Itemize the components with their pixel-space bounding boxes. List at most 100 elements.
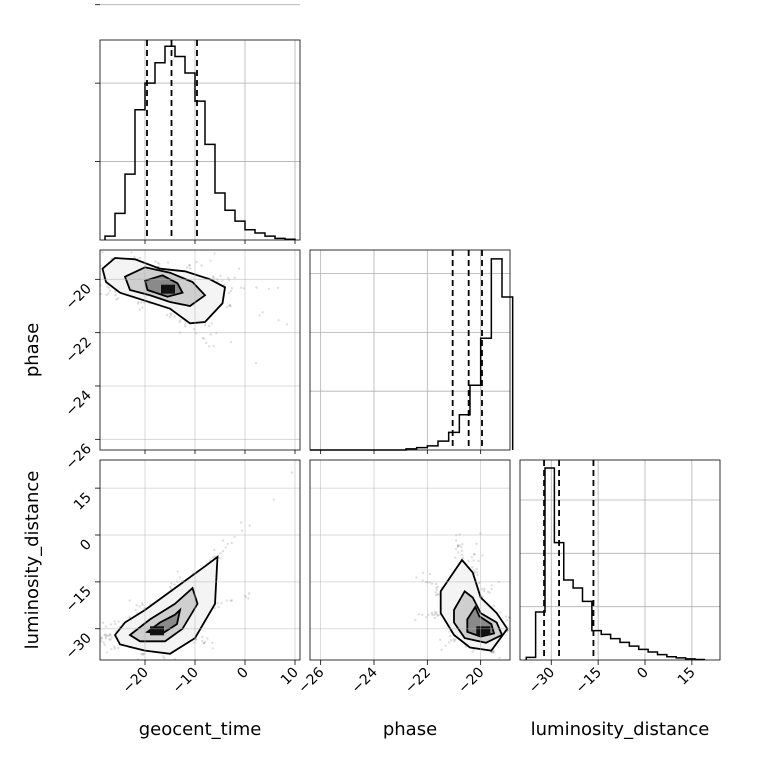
joint-geocent-time-vs-luminosity-distance-sample-point bbox=[110, 636, 113, 639]
joint-geocent-time-vs-phase-sample-point bbox=[137, 302, 140, 305]
joint-geocent-time-vs-phase-sample-point bbox=[107, 292, 110, 295]
joint-phase-vs-luminosity-distance-sample-point bbox=[530, 641, 532, 643]
joint-geocent-time-vs-phase-sample-point bbox=[205, 341, 208, 345]
joint-phase-vs-luminosity-distance-sample-point bbox=[458, 544, 462, 547]
joint-geocent-time-vs-phase-sample-point bbox=[230, 287, 233, 290]
joint-phase-vs-luminosity-distance-grid bbox=[310, 460, 510, 660]
joint-geocent-time-vs-phase-sample-point bbox=[73, 236, 75, 238]
joint-phase-vs-luminosity-distance-sample-point bbox=[472, 552, 476, 556]
joint-geocent-time-vs-luminosity-distance-sample-point bbox=[104, 637, 108, 640]
joint-phase-vs-luminosity-distance-sample-point bbox=[467, 559, 470, 563]
joint-phase-vs-luminosity-distance-sample-point bbox=[513, 630, 515, 632]
axis-phase-y-tick-label: −26 bbox=[63, 441, 95, 473]
joint-phase-vs-luminosity-distance-sample-point bbox=[514, 633, 516, 635]
joint-phase-vs-luminosity-distance-sample-point bbox=[490, 584, 493, 587]
joint-geocent-time-vs-phase-sample-point bbox=[116, 297, 120, 300]
joint-phase-vs-luminosity-distance-sample-point bbox=[435, 588, 439, 591]
joint-phase-vs-luminosity-distance-sample-point bbox=[470, 556, 473, 559]
joint-phase-vs-luminosity-distance-sample-point bbox=[436, 614, 439, 617]
joint-geocent-time-vs-luminosity-distance-sample-point bbox=[272, 498, 276, 501]
y-axis-label-luminosity-distance: luminosity_distance bbox=[22, 471, 43, 650]
joint-geocent-time-vs-phase-sample-point bbox=[54, 254, 56, 256]
joint-geocent-time-vs-luminosity-distance-sample-point bbox=[162, 655, 165, 658]
joint-geocent-time-vs-luminosity-distance-sample-point bbox=[224, 546, 227, 549]
joint-geocent-time-vs-luminosity-distance-sample-point bbox=[176, 570, 179, 573]
joint-phase-vs-luminosity-distance-sample-point bbox=[421, 571, 425, 575]
joint-geocent-time-vs-phase-sample-point bbox=[228, 304, 232, 307]
joint-geocent-time-vs-phase-sample-point bbox=[203, 323, 207, 327]
joint-geocent-time-vs-luminosity-distance-sample-point bbox=[221, 550, 225, 553]
joint-phase-vs-luminosity-distance-sample-point bbox=[427, 613, 430, 616]
joint-phase-vs-luminosity-distance-density-peak bbox=[476, 626, 491, 636]
joint-geocent-time-vs-luminosity-distance-sample-point bbox=[195, 638, 198, 642]
joint-geocent-time-vs-phase-sample-point bbox=[157, 246, 159, 248]
joint-geocent-time-vs-phase-sample-point bbox=[276, 286, 280, 289]
axis-geocent-time-x-tick-label: 0 bbox=[234, 665, 252, 683]
axis-phase-y-tick-label: −20 bbox=[63, 281, 95, 313]
joint-geocent-time-vs-phase-sample-point bbox=[229, 305, 232, 308]
joint-geocent-time-vs-luminosity-distance-sample-point bbox=[208, 559, 211, 562]
joint-phase-vs-luminosity-distance-sample-point bbox=[472, 648, 475, 651]
joint-geocent-time-vs-phase-sample-point bbox=[165, 313, 169, 317]
joint-phase-vs-luminosity-distance-sample-point bbox=[483, 587, 486, 591]
joint-geocent-time-vs-luminosity-distance-sample-point bbox=[213, 548, 216, 552]
joint-phase-vs-luminosity-distance-sample-point bbox=[492, 650, 496, 653]
joint-geocent-time-vs-phase-contour-line bbox=[123, 266, 207, 307]
joint-geocent-time-vs-phase-sample-point bbox=[114, 293, 117, 297]
joint-geocent-time-vs-luminosity-distance-sample-point bbox=[100, 640, 103, 643]
joint-geocent-time-vs-phase-sample-point bbox=[61, 257, 63, 259]
joint-geocent-time-vs-luminosity-distance-sample-point bbox=[104, 625, 108, 628]
joint-geocent-time-vs-luminosity-distance-sample-point bbox=[206, 637, 209, 640]
joint-geocent-time-vs-phase-sample-point bbox=[237, 267, 241, 270]
joint-geocent-time-vs-luminosity-distance-panel bbox=[100, 443, 320, 660]
joint-geocent-time-vs-luminosity-distance-sample-point bbox=[113, 647, 117, 650]
joint-geocent-time-vs-luminosity-distance-sample-point bbox=[220, 602, 223, 605]
joint-geocent-time-vs-phase-sample-point bbox=[212, 275, 215, 278]
joint-geocent-time-vs-phase-sample-point bbox=[43, 242, 45, 244]
joint-phase-vs-luminosity-distance-sample-point bbox=[434, 612, 437, 616]
joint-geocent-time-vs-phase-sample-point bbox=[92, 257, 94, 259]
joint-geocent-time-vs-phase-sample-point bbox=[138, 308, 141, 311]
hist-phase-frame bbox=[309, 249, 511, 451]
joint-geocent-time-vs-phase-sample-point bbox=[100, 284, 102, 287]
joint-phase-vs-luminosity-distance-sample-point bbox=[532, 641, 534, 643]
joint-phase-vs-luminosity-distance-sample-point bbox=[414, 618, 417, 622]
joint-geocent-time-vs-phase-sample-point bbox=[69, 260, 71, 262]
joint-phase-vs-luminosity-distance-sample-point bbox=[448, 641, 451, 644]
joint-geocent-time-vs-phase-sample-point bbox=[105, 293, 108, 297]
axis-luminosity-distance-x-tick-label: −30 bbox=[526, 665, 558, 697]
joint-phase-vs-luminosity-distance-sample-point bbox=[482, 589, 486, 593]
joint-geocent-time-vs-phase-sample-point bbox=[137, 300, 140, 304]
joint-geocent-time-vs-luminosity-distance-sample-point bbox=[173, 583, 176, 586]
joint-phase-vs-luminosity-distance-sample-point bbox=[473, 569, 476, 572]
joint-geocent-time-vs-luminosity-distance-sample-point bbox=[318, 443, 320, 445]
joint-phase-vs-luminosity-distance-sample-point bbox=[524, 638, 526, 640]
joint-geocent-time-vs-phase-frame bbox=[99, 249, 301, 451]
axis-phase-x-tick-label: −24 bbox=[349, 664, 381, 696]
joint-geocent-time-vs-phase-sample-point bbox=[106, 285, 109, 288]
joint-geocent-time-vs-luminosity-distance-sample-point bbox=[212, 556, 215, 559]
joint-geocent-time-vs-luminosity-distance-sample-point bbox=[104, 633, 107, 636]
joint-phase-vs-luminosity-distance-sample-point bbox=[490, 651, 493, 654]
hist-geocent-time-panel bbox=[95, 4, 301, 241]
joint-geocent-time-vs-luminosity-distance-sample-point bbox=[213, 555, 216, 558]
joint-geocent-time-vs-phase-sample-point bbox=[212, 344, 215, 348]
joint-geocent-time-vs-luminosity-distance-sample-point bbox=[233, 659, 237, 660]
axis-phase-y-tick-label: −22 bbox=[63, 334, 95, 366]
joint-geocent-time-vs-phase-sample-point bbox=[213, 252, 216, 255]
joint-geocent-time-vs-luminosity-distance-sample-point bbox=[108, 633, 112, 636]
hist-geocent-time-frame bbox=[99, 39, 301, 241]
joint-geocent-time-vs-luminosity-distance-sample-point bbox=[211, 647, 214, 650]
joint-geocent-time-vs-phase-sample-point bbox=[188, 267, 192, 270]
joint-geocent-time-vs-luminosity-distance-sample-point bbox=[219, 552, 222, 555]
joint-phase-vs-luminosity-distance-sample-point bbox=[475, 567, 478, 571]
joint-phase-vs-luminosity-distance-sample-point bbox=[456, 544, 460, 547]
joint-geocent-time-vs-phase-sample-point bbox=[201, 337, 204, 340]
axis-luminosity-distance-y-tick-label: 0 bbox=[77, 537, 95, 555]
joint-geocent-time-vs-luminosity-distance-sample-point bbox=[102, 641, 105, 644]
joint-geocent-time-vs-luminosity-distance-sample-point bbox=[201, 639, 204, 643]
joint-phase-vs-luminosity-distance-sample-point bbox=[436, 585, 439, 588]
joint-phase-vs-luminosity-distance-sample-point bbox=[472, 559, 475, 562]
joint-phase-vs-luminosity-distance-sample-point bbox=[476, 573, 479, 577]
joint-phase-vs-luminosity-distance-sample-point bbox=[512, 611, 514, 613]
